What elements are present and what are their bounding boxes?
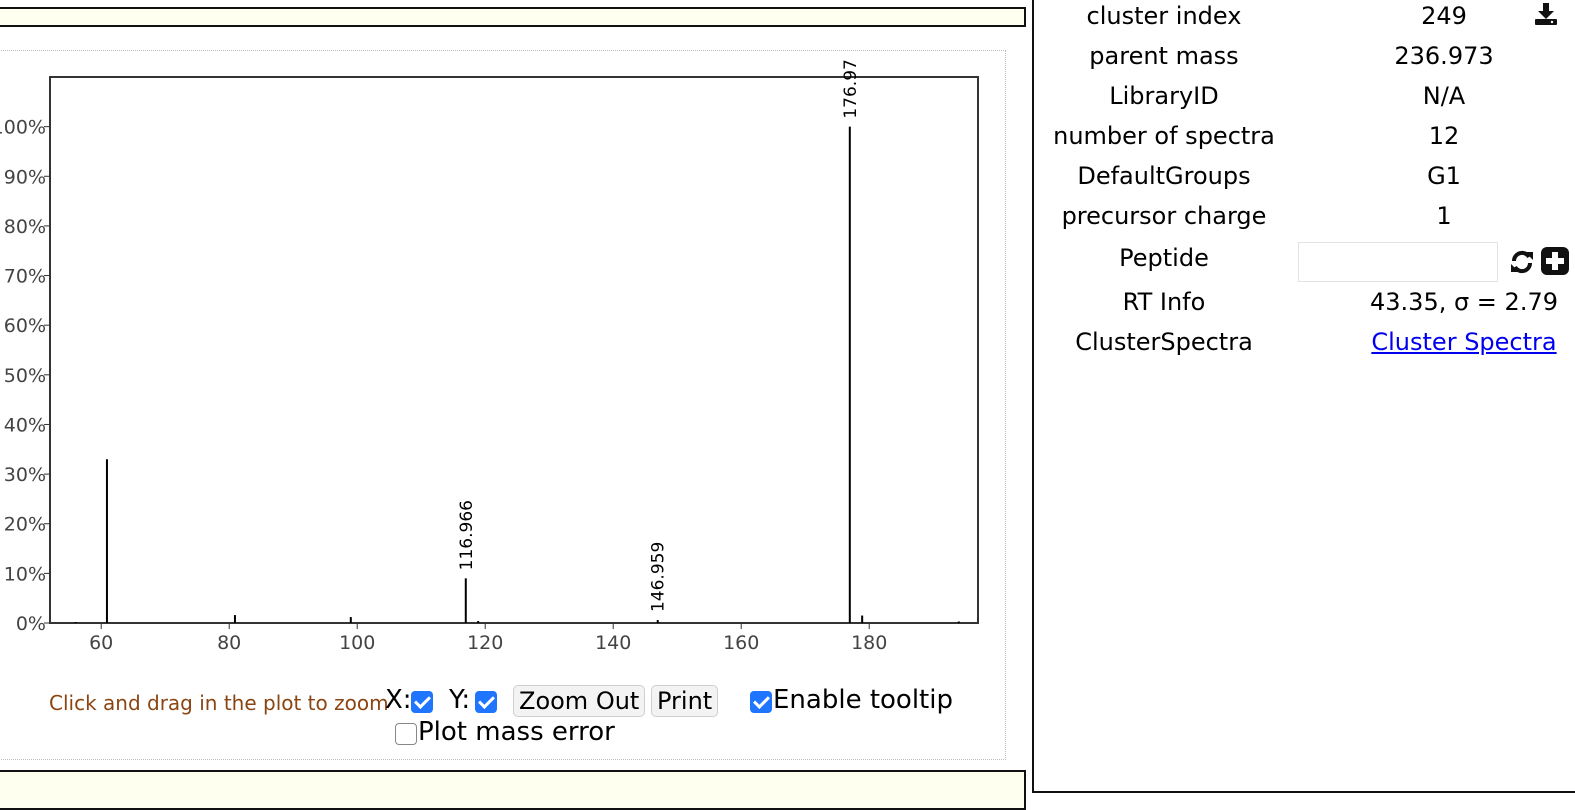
- y-tick-label: 100%: [0, 117, 46, 139]
- number-of-spectra-key: number of spectra: [1053, 122, 1275, 150]
- cluster-index-key: cluster index: [1086, 2, 1242, 30]
- y-zoom-label: Y:: [449, 685, 471, 715]
- y-tick-label: 70%: [4, 266, 46, 288]
- y-zoom-checkbox[interactable]: [475, 691, 497, 713]
- library-id-value: N/A: [1422, 82, 1466, 110]
- rt-info-key: RT Info: [1122, 288, 1206, 316]
- x-tick-label: 140: [595, 632, 631, 654]
- cluster-index-value: 249: [1421, 2, 1467, 30]
- plot-frame: [49, 76, 979, 624]
- add-icon[interactable]: [1540, 246, 1570, 276]
- row-rt-info: RT Info 43.35, σ = 2.79: [1034, 288, 1574, 328]
- y-tick-label: 0%: [16, 613, 46, 635]
- spectrum-plot[interactable]: 60 80 100 120 140 160 180 0% 10% 20% 30% 40% 50% 60% 7…: [0, 51, 1005, 681]
- x-tick-label: 100: [339, 632, 375, 654]
- spectrum-plot-panel: 60 80 100 120 140 160 180 0% 10% 20% 30% 40% 50% 60% 7…: [0, 50, 1006, 760]
- y-tick-label: 30%: [4, 464, 46, 486]
- parent-mass-value: 236.973: [1394, 42, 1494, 70]
- zoom-out-button[interactable]: Zoom Out: [513, 685, 646, 717]
- row-cluster-index: cluster index 249: [1034, 2, 1574, 42]
- y-tick-label: 90%: [4, 166, 46, 188]
- enable-tooltip-label: Enable tooltip: [773, 685, 953, 715]
- library-id-key: LibraryID: [1109, 82, 1219, 110]
- default-groups-key: DefaultGroups: [1077, 162, 1251, 190]
- x-tick-label: 60: [89, 632, 113, 654]
- y-tick-label: 40%: [4, 414, 46, 436]
- download-icon[interactable]: [1534, 2, 1558, 26]
- default-groups-value: G1: [1427, 162, 1461, 190]
- y-tick-label: 60%: [4, 315, 46, 337]
- row-default-groups: DefaultGroups G1: [1034, 162, 1574, 202]
- bottom-banner: [0, 770, 1026, 810]
- x-tick-label: 80: [217, 632, 241, 654]
- zoom-hint: Click and drag in the plot to zoom: [49, 691, 389, 715]
- row-library-id: LibraryID N/A: [1034, 82, 1574, 122]
- cluster-spectra-link[interactable]: Cluster Spectra: [1371, 328, 1557, 356]
- row-peptide: Peptide: [1034, 242, 1574, 284]
- cluster-info-panel: cluster index 249 parent mass 236.973 Li…: [1032, 0, 1575, 793]
- cluster-spectra-key: ClusterSpectra: [1075, 328, 1253, 356]
- peak-label: 116.966: [457, 500, 477, 570]
- precursor-charge-value: 1: [1436, 202, 1452, 230]
- number-of-spectra-value: 12: [1428, 122, 1460, 150]
- plot-mass-error-checkbox[interactable]: [395, 723, 417, 745]
- refresh-icon[interactable]: [1508, 248, 1536, 276]
- rt-info-value: 43.35, σ = 2.79: [1370, 288, 1558, 316]
- peptide-input[interactable]: [1298, 242, 1498, 282]
- peak-label: 176.97: [841, 59, 861, 118]
- precursor-charge-key: precursor charge: [1061, 202, 1267, 230]
- enable-tooltip-checkbox[interactable]: [750, 691, 772, 713]
- x-tick-label: 180: [851, 632, 887, 654]
- row-parent-mass: parent mass 236.973: [1034, 42, 1574, 82]
- x-zoom-checkbox[interactable]: [411, 691, 433, 713]
- y-tick-label: 10%: [4, 563, 46, 585]
- print-button[interactable]: Print: [651, 685, 719, 717]
- plot-mass-error-label: Plot mass error: [418, 717, 615, 747]
- y-tick-label: 50%: [4, 365, 46, 387]
- x-tick-label: 120: [467, 632, 503, 654]
- row-number-of-spectra: number of spectra 12: [1034, 122, 1574, 162]
- row-precursor-charge: precursor charge 1: [1034, 202, 1574, 242]
- x-zoom-label: X:: [385, 685, 412, 715]
- y-tick-label: 80%: [4, 216, 46, 238]
- x-tick-label: 160: [723, 632, 759, 654]
- plot-controls: Click and drag in the plot to zoom X: Y:…: [0, 683, 997, 753]
- peptide-key: Peptide: [1119, 244, 1209, 272]
- peak-label: 146.959: [649, 542, 669, 612]
- top-banner: [0, 7, 1026, 27]
- y-tick-label: 20%: [4, 514, 46, 536]
- row-cluster-spectra: ClusterSpectra Cluster Spectra: [1034, 328, 1574, 368]
- parent-mass-key: parent mass: [1089, 42, 1239, 70]
